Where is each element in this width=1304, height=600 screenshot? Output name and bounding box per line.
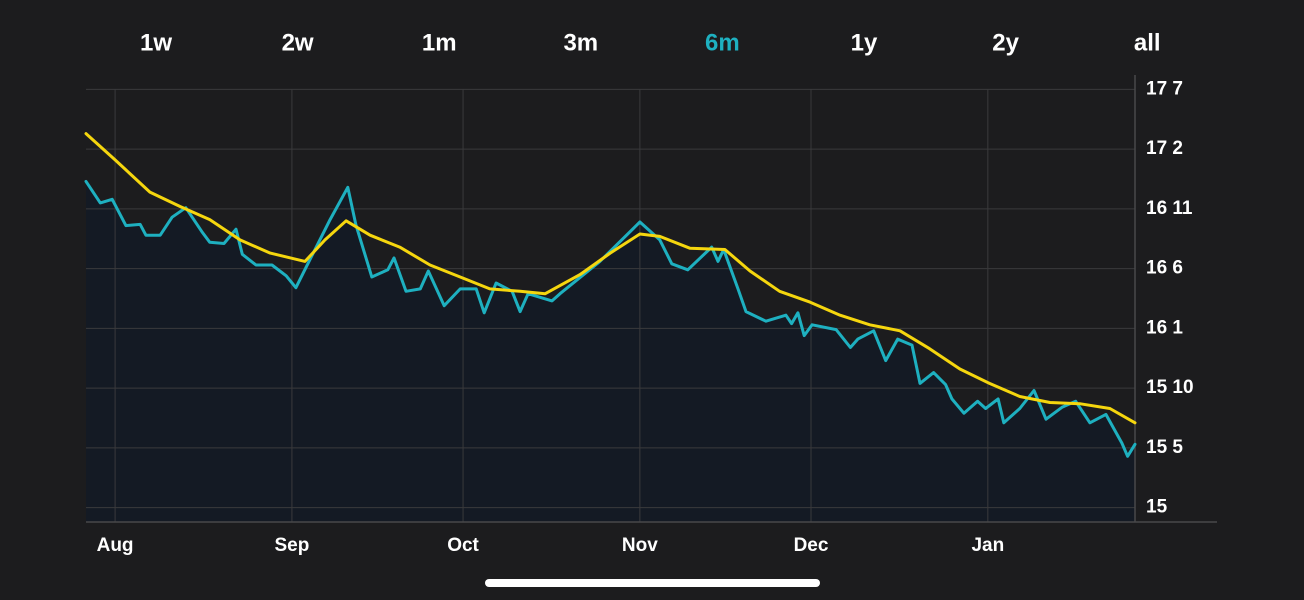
range-button[interactable]: 2y bbox=[992, 29, 1019, 56]
y-tick-label: 15 5 bbox=[1146, 437, 1183, 458]
y-tick-label: 17 7 bbox=[1146, 78, 1183, 99]
y-tick-label: 17 2 bbox=[1146, 138, 1183, 159]
range-button[interactable]: 6m bbox=[705, 29, 740, 56]
range-button[interactable]: 3m bbox=[563, 29, 598, 56]
y-tick-label: 15 bbox=[1146, 497, 1168, 518]
x-tick-label: Dec bbox=[794, 535, 829, 556]
x-tick-label: Oct bbox=[447, 535, 479, 556]
area bbox=[86, 181, 1135, 522]
home-indicator bbox=[485, 579, 820, 587]
line bbox=[84, 132, 1137, 425]
x-tick-label: Sep bbox=[274, 535, 309, 556]
y-tick-label: 16 1 bbox=[1146, 317, 1183, 338]
range-button[interactable]: all bbox=[1134, 29, 1161, 56]
x-tick-label: Jan bbox=[971, 535, 1004, 556]
y-tick-label: 16 6 bbox=[1146, 258, 1183, 279]
range-button[interactable]: 1y bbox=[851, 29, 878, 56]
x-tick-label: Aug bbox=[97, 535, 134, 556]
range-button[interactable]: 1m bbox=[422, 29, 457, 56]
y-tick-label: 15 10 bbox=[1146, 377, 1194, 398]
range-button[interactable]: 1w bbox=[140, 29, 172, 56]
y-tick-label: 16 11 bbox=[1146, 198, 1193, 219]
line bbox=[84, 179, 1137, 458]
x-tick-label: Nov bbox=[622, 535, 658, 556]
range-button[interactable]: 2w bbox=[282, 29, 314, 56]
